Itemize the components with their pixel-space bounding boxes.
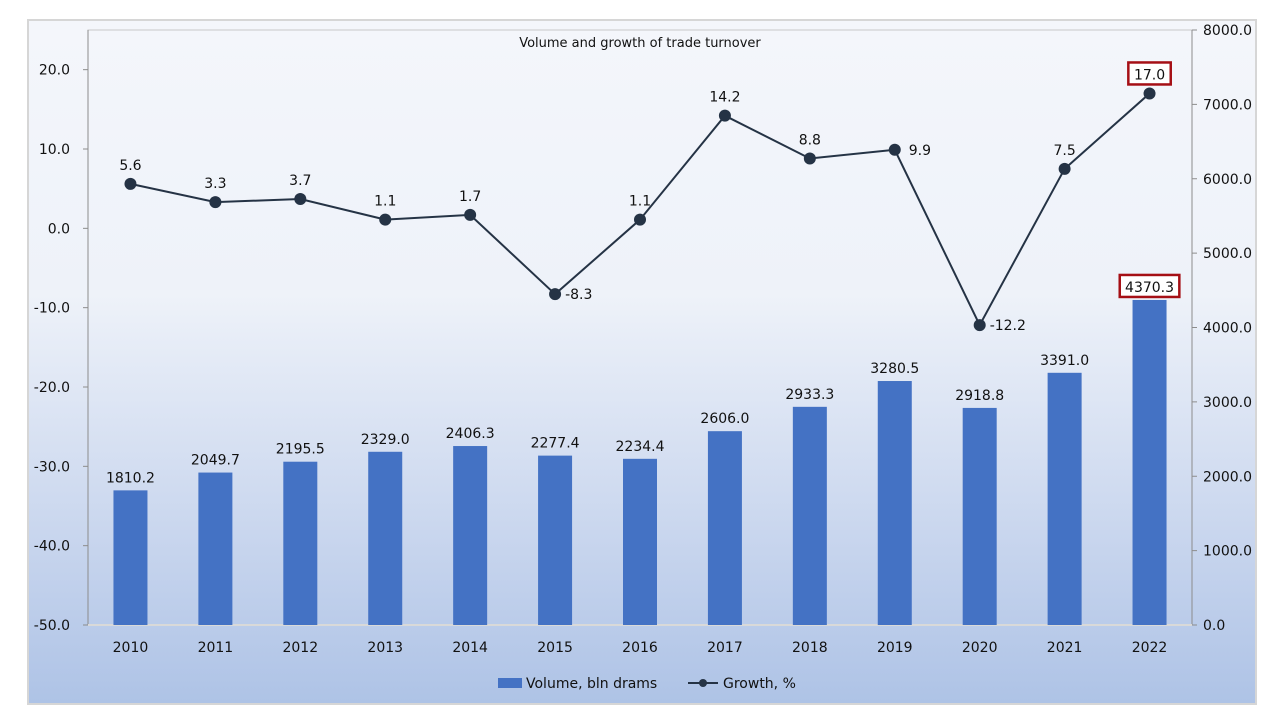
growth-point-2018 (803, 152, 816, 165)
x-tick-label: 2022 (1132, 640, 1168, 656)
bar-2013 (368, 451, 403, 625)
bar-label: 2329.0 (361, 432, 410, 448)
bar-label: 2234.4 (616, 439, 665, 455)
bar-2017 (707, 431, 742, 625)
growth-point-2022 (1143, 87, 1156, 100)
x-tick-label: 2012 (282, 640, 318, 656)
growth-point-2011 (209, 196, 222, 209)
bar-2020 (962, 407, 997, 625)
bar-2014 (453, 446, 488, 625)
x-tick-label: 2016 (622, 640, 658, 656)
bar-2016 (623, 458, 657, 625)
bar-label: 2933.3 (785, 387, 834, 403)
right-tick-label: 7000.0 (1203, 97, 1252, 113)
left-tick-label: -50.0 (34, 618, 70, 634)
bar-2012 (283, 461, 318, 625)
bar-label: 1810.2 (106, 470, 155, 486)
right-tick-label: 5000.0 (1203, 246, 1252, 262)
growth-label: 3.3 (204, 176, 226, 192)
bar-label: 2406.3 (446, 426, 495, 442)
growth-point-2016 (634, 213, 646, 226)
bar-label: 2606.0 (700, 411, 749, 427)
bar-2022 (1132, 299, 1167, 625)
bar-label: 2049.7 (191, 453, 240, 469)
legend-label-volume: Volume, bln drams (526, 676, 657, 692)
left-tick-label: 0.0 (48, 221, 70, 237)
growth-label: 7.5 (1053, 143, 1075, 159)
bar-label: 2195.5 (276, 442, 325, 458)
growth-label: 3.7 (289, 173, 311, 189)
bar-label: 2918.8 (955, 388, 1004, 404)
x-tick-label: 2010 (113, 640, 149, 656)
highlight-box (1127, 61, 1172, 86)
left-tick-label: 20.0 (39, 63, 70, 79)
left-tick-label: -30.0 (34, 459, 70, 475)
bar-2015 (538, 455, 573, 625)
right-tick-label: 1000.0 (1203, 544, 1252, 560)
bar-label: 4370.3 (1125, 280, 1174, 296)
x-tick-label: 2013 (367, 640, 403, 656)
growth-label: 14.2 (709, 90, 740, 106)
bar-label: 2277.4 (531, 436, 580, 452)
growth-point-2019 (888, 143, 901, 156)
bar-2019 (877, 381, 912, 625)
growth-label: -8.3 (565, 287, 592, 303)
bar-label: 3391.0 (1040, 353, 1089, 369)
growth-point-2015 (549, 288, 562, 301)
growth-label: 1.1 (374, 194, 396, 210)
left-tick-label: -10.0 (34, 301, 70, 317)
bar-label: 3280.5 (870, 361, 919, 377)
growth-point-2014 (464, 208, 477, 221)
x-tick-label: 2014 (452, 640, 488, 656)
right-tick-label: 6000.0 (1203, 172, 1252, 188)
growth-label: 17.0 (1134, 67, 1165, 83)
right-tick-label: 2000.0 (1203, 469, 1252, 485)
x-tick-label: 2011 (198, 640, 234, 656)
growth-point-2012 (294, 192, 307, 205)
growth-label: 1.7 (459, 189, 481, 205)
growth-point-2017 (718, 109, 731, 122)
bar-2010 (113, 490, 148, 625)
x-tick-label: 2021 (1047, 640, 1083, 656)
growth-label: -12.2 (990, 318, 1026, 334)
x-tick-label: 2017 (707, 640, 743, 656)
growth-label: 8.8 (799, 133, 821, 149)
legend-label-growth: Growth, % (723, 676, 796, 692)
growth-point-2021 (1058, 162, 1071, 175)
right-tick-label: 0.0 (1203, 618, 1225, 634)
x-tick-label: 2015 (537, 640, 573, 656)
growth-label: 5.6 (119, 158, 141, 174)
growth-point-2010 (124, 177, 137, 190)
growth-label: 9.9 (909, 143, 931, 159)
left-tick-label: -40.0 (34, 539, 70, 555)
chart-title: Volume and growth of trade turnover (519, 36, 761, 51)
legend-marker (699, 679, 707, 687)
left-tick-label: -20.0 (34, 380, 70, 396)
left-tick-label: 10.0 (39, 142, 70, 158)
growth-point-2020 (973, 319, 986, 332)
growth-point-2013 (379, 213, 392, 226)
x-tick-label: 2020 (962, 640, 998, 656)
bar-2018 (792, 406, 827, 625)
highlight-box (1118, 273, 1181, 299)
bar-2021 (1047, 372, 1082, 625)
bar-2011 (198, 472, 233, 625)
legend-bar-swatch (498, 678, 522, 688)
right-tick-label: 3000.0 (1203, 395, 1252, 411)
x-tick-label: 2018 (792, 640, 828, 656)
growth-label: 1.1 (629, 194, 651, 210)
x-tick-label: 2019 (877, 640, 913, 656)
right-tick-label: 4000.0 (1203, 321, 1252, 337)
right-tick-label: 8000.0 (1203, 23, 1252, 39)
